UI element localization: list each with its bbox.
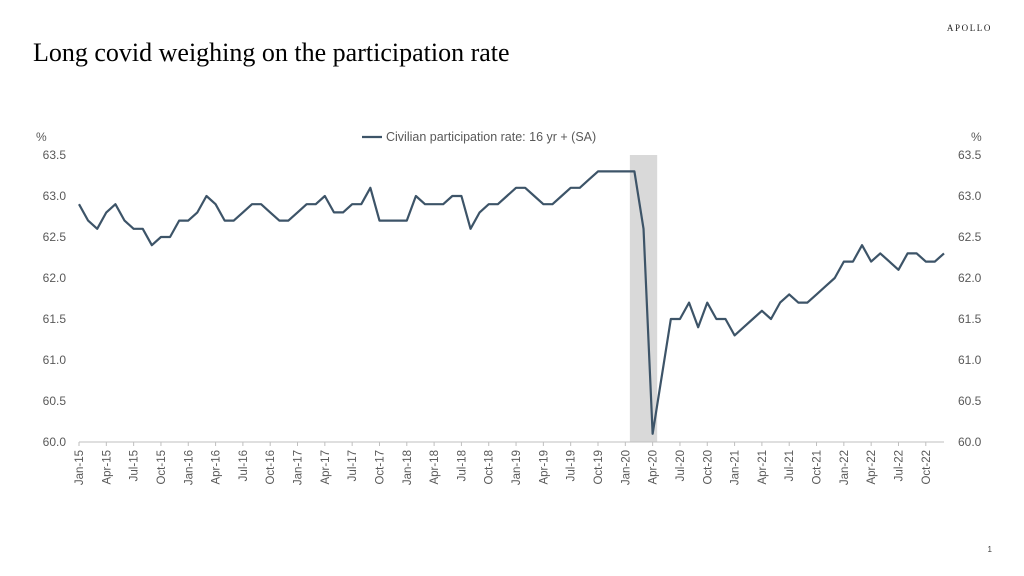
series-line-participation-rate (78, 170, 945, 435)
x-tick-label: Jul-15 (129, 450, 141, 481)
y-tick-label-right: 61.5 (958, 312, 982, 326)
apollo-logo: APOLLO (946, 23, 992, 33)
x-tick-label: Jul-19 (566, 450, 578, 481)
legend: Civilian participation rate: 16 yr + (SA… (362, 130, 596, 144)
y-tick-label-right: 63.0 (958, 189, 982, 203)
x-tick-label: Apr-21 (757, 450, 769, 485)
x-tick-label: Jan-17 (293, 450, 305, 485)
x-tick-label: Apr-17 (320, 450, 332, 485)
y-tick-label-left: 60.5 (43, 394, 67, 408)
x-tick-label: Jan-19 (511, 450, 523, 485)
y-tick-label-left: 63.5 (43, 148, 67, 162)
x-tick-label: Oct-16 (265, 450, 277, 485)
x-tick-label: Jul-17 (347, 450, 359, 481)
x-tick-label: Apr-22 (866, 450, 878, 485)
y-tick-label-left: 61.5 (43, 312, 67, 326)
x-tick-label: Oct-18 (484, 450, 496, 485)
x-tick-label: Jan-18 (402, 450, 414, 485)
y-tick-label-right: 60.0 (958, 435, 982, 449)
x-tick-label: Apr-16 (211, 450, 223, 485)
x-tick-label: Jan-15 (74, 450, 86, 485)
x-tick-label: Jan-21 (730, 450, 742, 485)
page-title: Long covid weighing on the participation… (33, 38, 510, 67)
y-tick-label-left: 63.0 (43, 189, 67, 203)
y-axis-left: 60.0 60.5 61.0 61.5 62.0 62.5 63.0 63.5 (43, 148, 67, 449)
left-axis-unit: % (36, 130, 47, 144)
x-tick-label: Apr-20 (648, 450, 660, 485)
y-tick-label-left: 60.0 (43, 435, 67, 449)
x-tick-label: Oct-19 (593, 450, 605, 485)
legend-label: Civilian participation rate: 16 yr + (SA… (386, 130, 596, 144)
x-tick-label: Jul-16 (238, 450, 250, 481)
y-tick-label-right: 63.5 (958, 148, 982, 162)
x-tick-label: Oct-21 (812, 450, 824, 485)
page-number: 1 (987, 545, 992, 554)
y-tick-label-right: 62.5 (958, 230, 982, 244)
x-axis: Jan-15 Apr-15 Jul-15 Oct-15 Jan-16 Apr-16 Jul-… (74, 442, 933, 485)
x-tick-label: Apr-15 (101, 450, 113, 485)
x-tick-label: Jan-22 (839, 450, 851, 485)
x-tick-label: Jan-16 (183, 450, 195, 485)
y-axis-right: 60.0 60.5 61.0 61.5 62.0 62.5 63.0 63.5 (958, 148, 982, 449)
x-tick-label: Oct-20 (702, 450, 714, 485)
y-tick-label-right: 62.0 (958, 271, 982, 285)
x-tick-label: Oct-17 (374, 450, 386, 485)
x-tick-label: Apr-19 (538, 450, 550, 485)
x-tick-label: Jul-20 (675, 450, 687, 481)
x-tick-label: Jul-18 (456, 450, 468, 481)
recession-shading (629, 155, 658, 442)
x-tick-label: Apr-18 (429, 450, 441, 485)
x-tick-label: Jul-21 (784, 450, 796, 481)
y-tick-label-left: 62.5 (43, 230, 67, 244)
y-tick-label-right: 60.5 (958, 394, 982, 408)
x-tick-label: Oct-15 (156, 450, 168, 485)
x-tick-label: Oct-22 (921, 450, 933, 485)
x-tick-label: Jul-22 (893, 450, 905, 481)
x-tick-label: Jan-20 (620, 450, 632, 485)
y-tick-label-left: 62.0 (43, 271, 67, 285)
y-tick-label-right: 61.0 (958, 353, 982, 367)
y-tick-label-left: 61.0 (43, 353, 67, 367)
right-axis-unit: % (971, 130, 982, 144)
